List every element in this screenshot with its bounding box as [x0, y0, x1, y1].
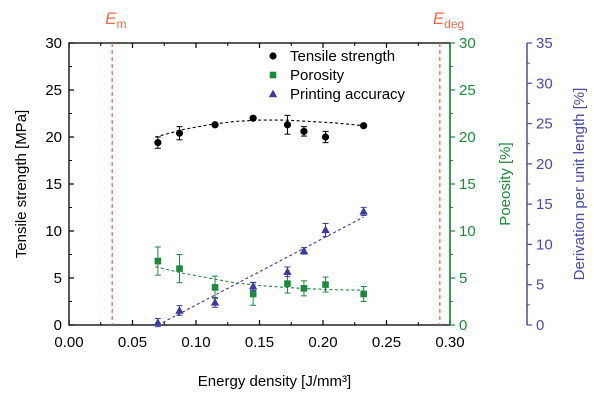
legend-tensile-strength-label: Tensile strength: [290, 48, 395, 65]
tensile-strength-point: [321, 133, 330, 141]
y-right1-tick-label: 25: [459, 82, 476, 99]
x-axis-label: Energy density [J/mm³]: [198, 373, 351, 390]
y-right1-tick-label: 30: [459, 35, 476, 52]
y-right1-tick-label: 10: [459, 223, 476, 240]
x-tick-label: 0.05: [118, 334, 147, 351]
y-right2-tick-label: 35: [536, 35, 553, 52]
porosity-point: [211, 284, 219, 291]
legend-printing-accuracy-label: Printing accuracy: [290, 86, 406, 103]
legend-porosity-label: Porosity: [290, 67, 345, 84]
y-left-tick-label: 15: [45, 176, 62, 193]
tensile-strength-point: [249, 114, 257, 122]
y-left-tick-label: 0: [54, 317, 62, 334]
y-right2-tick-label: 0: [536, 317, 544, 334]
y-right1-axis-label: Poeosity [%]: [497, 142, 514, 225]
printing-accuracy-point: [153, 318, 163, 326]
legend-tensile-strength-marker: [269, 52, 277, 60]
y-right1-tick-label: 0: [459, 317, 467, 334]
printing-accuracy-point: [283, 267, 292, 276]
tensile-strength-fit-curve: [155, 119, 364, 138]
axes: 0.00 0.05 0.10 0.15 0.20 0.25 0.30 Energy densi…: [13, 35, 588, 390]
y-left-tick-label: 10: [45, 223, 62, 240]
y-right1-tick-label: 15: [459, 176, 476, 193]
y-left-tick-label: 25: [45, 82, 62, 99]
x-tick-label: 0.10: [181, 334, 210, 351]
y-left-tick-label: 5: [54, 270, 62, 287]
x-tick-label: 0.00: [54, 334, 83, 351]
y-left-tick-label: 30: [45, 35, 62, 52]
tensile-strength-point: [360, 122, 368, 130]
y-right2-tick-label: 5: [536, 277, 544, 294]
tensile-strength-point: [175, 129, 184, 137]
y-right2-tick-label: 10: [536, 236, 553, 253]
printing-accuracy-point: [175, 306, 184, 314]
printing-accuracy-fit-curve: [157, 216, 364, 326]
x-tick-label: 0.30: [435, 334, 464, 351]
porosity-fit-curve: [155, 266, 364, 291]
porosity-point: [154, 257, 162, 265]
y-right2-tick-label: 25: [536, 116, 553, 133]
reference-line-label: Em: [105, 9, 126, 31]
porosity-point: [360, 290, 367, 298]
printing-accuracy-point: [248, 281, 258, 290]
y-left-axis-label: Tensile strength [MPa]: [13, 110, 30, 258]
reference-line-label: Edeg: [433, 9, 464, 31]
reference-lines: Em Edeg: [105, 9, 464, 325]
y-right2-tick-label: 30: [536, 75, 553, 92]
legend: Tensile strength Porosity Printing accurac…: [268, 48, 406, 103]
porosity-point: [300, 285, 308, 292]
x-tick-label: 0.20: [308, 334, 337, 351]
porosity-point: [322, 281, 329, 288]
printing-accuracy-point: [299, 246, 309, 255]
tensile-strength-point: [211, 121, 219, 129]
y-left-tick-label: 20: [45, 129, 62, 146]
data-points: [153, 114, 368, 328]
tensile-strength-point: [283, 121, 292, 129]
x-tick-label: 0.25: [372, 334, 401, 351]
printing-accuracy-point: [321, 225, 330, 234]
y-right2-tick-label: 20: [536, 156, 553, 173]
printing-accuracy-point: [359, 206, 368, 215]
printing-accuracy-point: [210, 298, 220, 306]
porosity-point: [284, 280, 291, 287]
legend-printing-accuracy-marker: [268, 89, 278, 98]
porosity-point: [249, 290, 257, 298]
fit-curves: [155, 119, 364, 326]
legend-porosity-marker: [269, 71, 277, 79]
x-tick-label: 0.15: [245, 334, 274, 351]
y-right2-axis-label: Derivation per unit length [%]: [571, 88, 588, 281]
y-right1-tick-label: 20: [459, 129, 476, 146]
y-right2-tick-label: 15: [536, 196, 553, 213]
tensile-strength-point: [300, 127, 308, 135]
tensile-strength-point: [154, 139, 162, 147]
y-right1-tick-label: 5: [459, 270, 467, 287]
porosity-point: [176, 265, 183, 272]
